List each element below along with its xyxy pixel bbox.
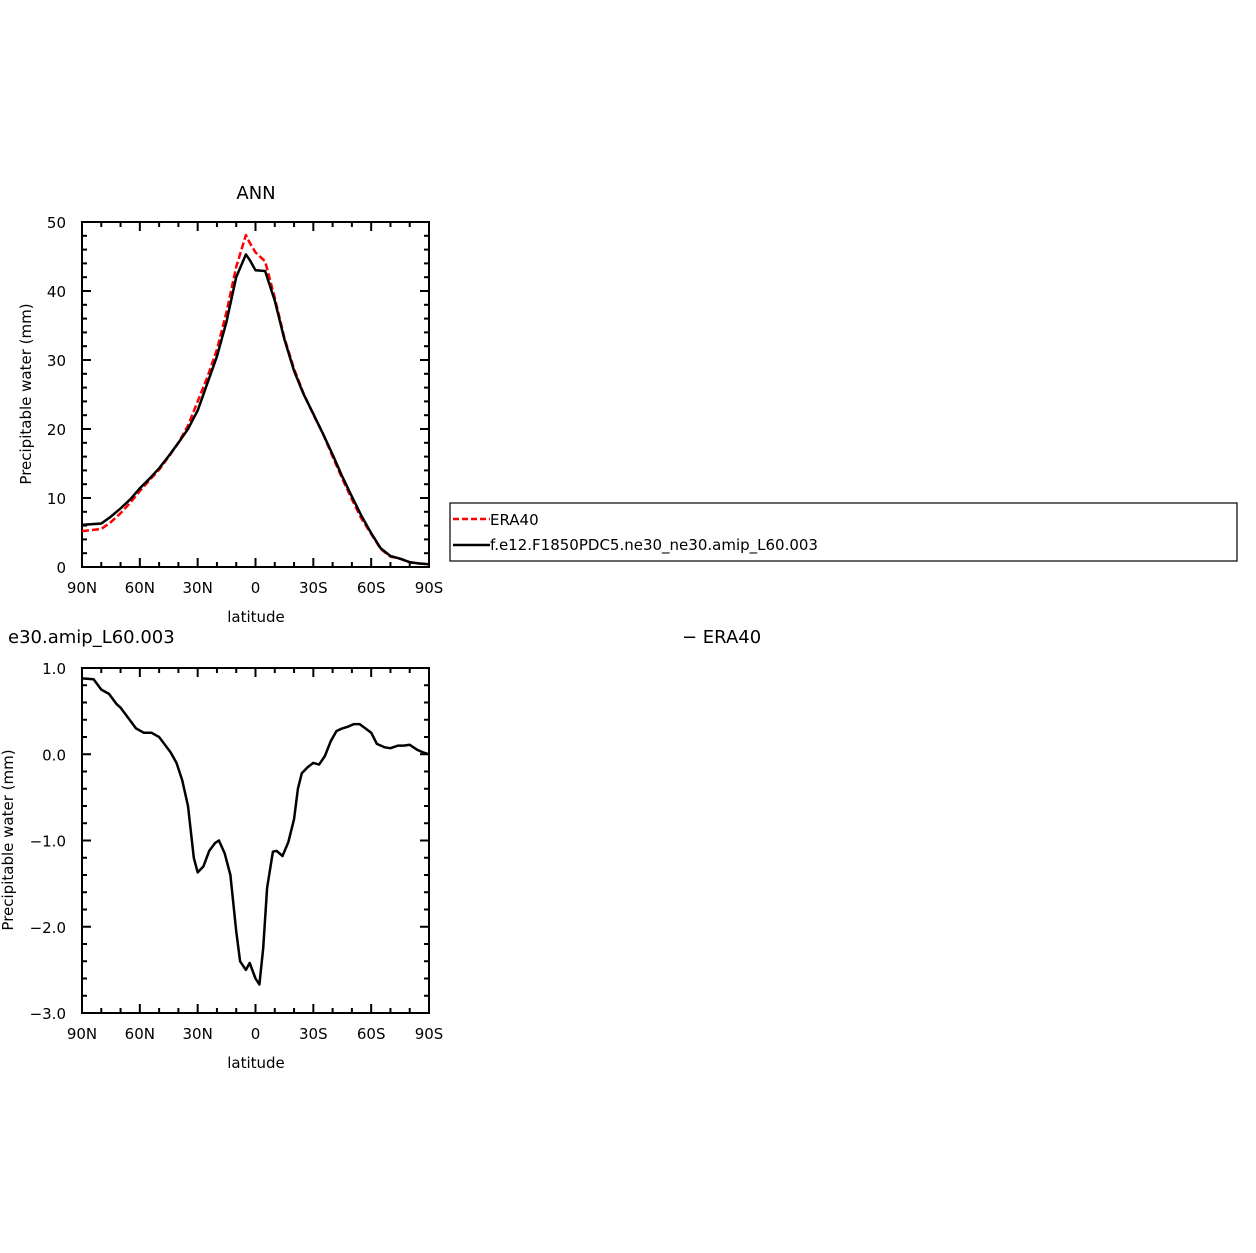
mean-panel-y-axis-title: Precipitable water (mm) <box>17 303 35 484</box>
difference-panel-y-tick-label: 0.0 <box>42 746 66 764</box>
difference-panel-x-tick-label: 60S <box>357 1025 386 1043</box>
difference-panel-series-line-model <box>81 677 430 986</box>
difference-panel-x-tick-label: 90S <box>415 1025 444 1043</box>
difference-panel-plot-frame <box>81 667 430 1014</box>
difference-panel-x-tick-label: 30S <box>299 1025 328 1043</box>
legend-label-era40: ERA40 <box>490 511 539 529</box>
mean-panel-x-tick-label: 90S <box>415 579 444 597</box>
mean-panel-y-tick-label: 10 <box>47 490 66 508</box>
difference-panel: e30.amip_L60.003 − ERA40 Precipitable wa… <box>0 627 761 1072</box>
mean-panel-x-tick-label: 60S <box>357 579 386 597</box>
mean-panel-x-tick-label: 30N <box>183 579 213 597</box>
legend-box <box>449 502 1238 562</box>
difference-panel-y-tick-label: 1.0 <box>42 660 66 678</box>
mean-panel-y-tick-label: 50 <box>47 214 66 232</box>
mean-panel-series-line-model <box>81 253 430 566</box>
mean-panel-x-axis-title: latitude <box>227 608 285 626</box>
difference-panel-y-tick-label: −3.0 <box>30 1005 66 1023</box>
mean-panel-y-tick-label: 0 <box>56 559 66 577</box>
legend-label-model: f.e12.F1850PDC5.ne30_ne30.amip_L60.003 <box>490 536 818 555</box>
mean-panel-x-tick-label: 90N <box>67 579 97 597</box>
difference-panel-x-axis-title: latitude <box>227 1054 285 1072</box>
mean-panel-y-tick-label: 30 <box>47 352 66 370</box>
difference-panel-x-tick-label: 60N <box>125 1025 155 1043</box>
legend: ERA40 f.e12.F1850PDC5.ne30_ne30.amip_L60… <box>449 502 1238 562</box>
difference-panel-y-axis-title: Precipitable water (mm) <box>0 749 17 930</box>
difference-panel-y-tick-label: −1.0 <box>30 833 66 851</box>
difference-panel-y-tick-label: −2.0 <box>30 919 66 937</box>
mean-panel: ANN Precipitable water (mm) latitude 90N… <box>17 183 443 626</box>
difference-panel-x-tick-label: 0 <box>251 1025 261 1043</box>
difference-panel-title-left: e30.amip_L60.003 <box>8 627 175 648</box>
mean-panel-x-tick-label: 0 <box>251 579 261 597</box>
mean-panel-plot-frame <box>81 221 430 568</box>
mean-panel-y-tick-label: 20 <box>47 421 66 439</box>
mean-panel-y-tick-label: 40 <box>47 283 66 301</box>
mean-panel-x-tick-label: 60N <box>125 579 155 597</box>
mean-panel-series-line-era40 <box>81 233 430 566</box>
mean-panel-x-tick-label: 30S <box>299 579 328 597</box>
difference-panel-x-tick-label: 90N <box>67 1025 97 1043</box>
mean-panel-title: ANN <box>236 183 275 204</box>
difference-panel-x-tick-label: 30N <box>183 1025 213 1043</box>
difference-panel-title-right: − ERA40 <box>682 627 761 648</box>
